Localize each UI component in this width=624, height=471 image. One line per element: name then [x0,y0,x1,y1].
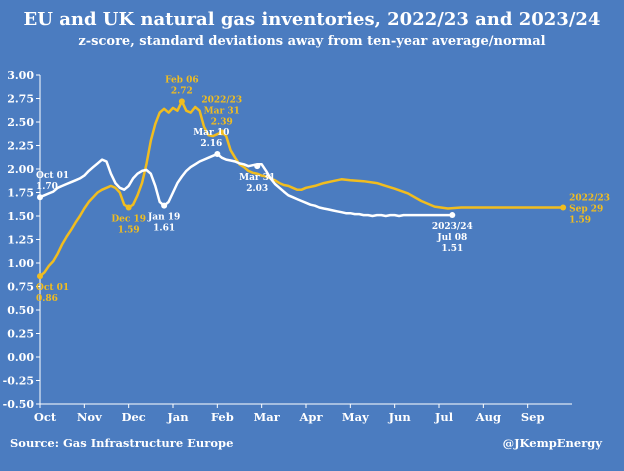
x-tick-label: Jul [434,410,454,424]
x-tick-label: Nov [77,410,102,424]
annotation-point [125,204,132,211]
annotation-point [254,163,261,170]
annotation-label: 2.03 [246,184,268,194]
annotation-point [560,204,567,211]
y-tick-label: 0.75 [7,281,34,294]
y-tick-label: 0.00 [7,351,34,364]
source-note: Source: Gas Infrastructure Europe [10,436,234,450]
y-tick-labels: 3.00 2.75 2.50 2.25 2.00 1.75 1.50 1.25 1.00 0.75… [3,69,35,411]
x-tick-label: Oct [34,410,57,424]
annotation-label: Mar 10 [193,128,229,138]
author-credit: @JKempEnergy [502,436,602,450]
axes [36,74,572,408]
annotation-label: 1.51 [441,244,463,254]
y-tick-label: -0.50 [3,398,35,411]
annotation-label: 2022/23 [201,95,242,105]
annotation-label: Jul 08 [436,233,467,243]
x-tick-label: Feb [211,410,234,424]
x-tick-label: Jun [388,410,412,424]
y-tick-label: 2.25 [7,140,34,153]
annotation-label: 1.61 [153,224,175,234]
y-tick-label: 2.75 [7,93,34,106]
annotation-point [218,129,225,136]
annotation-label: Feb 06 [165,75,199,85]
y-tick-label: 1.50 [7,210,34,223]
annotation-label: Jan 19 [147,213,180,223]
annotation-point [161,202,168,209]
y-tick-label: 1.25 [7,234,34,247]
annotation-label: 2023/24 [432,222,473,232]
annotation-label: Mar 31 [239,173,275,183]
annotation-point [37,194,43,201]
y-tick-label: 1.75 [7,187,34,200]
annotation-label: Dec 19 [111,215,146,225]
chart-title: EU and UK natural gas inventories, 2022/… [23,9,601,30]
annotation-label: 2.39 [211,117,233,127]
annotation-label: 0.86 [36,294,58,304]
y-tick-label: 3.00 [7,69,34,82]
x-tick-label: Sep [521,410,545,424]
series-lines [39,100,564,278]
x-tick-label: Apr [298,410,323,424]
y-tick-label: -0.25 [3,375,34,388]
annotation-point [214,150,221,157]
annotation-point [178,98,185,105]
annotation-label: 2.16 [200,139,222,149]
annotation-point [37,273,43,280]
y-tick-label: 2.50 [7,116,34,129]
annotation-label: 1.59 [118,226,140,236]
chart-subtitle: z-score, standard deviations away from t… [78,34,546,49]
series-line-2022-23 [39,100,564,278]
x-tick-label: Jan [166,410,189,424]
annotation-label: 1.70 [36,182,58,192]
annotation-label: Mar 31 [204,106,240,116]
annotation-label: Oct 01 [36,283,69,293]
annotation-point [449,212,456,219]
series-line-2023-24 [39,152,453,218]
x-tick-label: Dec [122,410,146,424]
annotation-label: 2022/23 [569,194,610,204]
x-tick-label: May [342,410,369,424]
annotation-label: 2.72 [171,86,193,96]
x-tick-labels: Oct Nov Dec Jan Feb Mar Apr May Jun Jul Aug Sep [34,410,545,424]
annotation-label: Sep 29 [569,205,603,215]
annotation-label: Oct 01 [36,171,69,181]
annotation-label: 1.59 [569,216,591,226]
y-tick-label: 0.50 [7,304,34,317]
y-tick-label: 2.00 [7,163,34,176]
x-tick-label: Mar [254,410,281,424]
x-tick-label: Aug [475,410,501,424]
y-tick-label: 1.00 [7,257,34,270]
annotation-points [37,98,567,280]
y-tick-label: 0.25 [7,328,34,341]
